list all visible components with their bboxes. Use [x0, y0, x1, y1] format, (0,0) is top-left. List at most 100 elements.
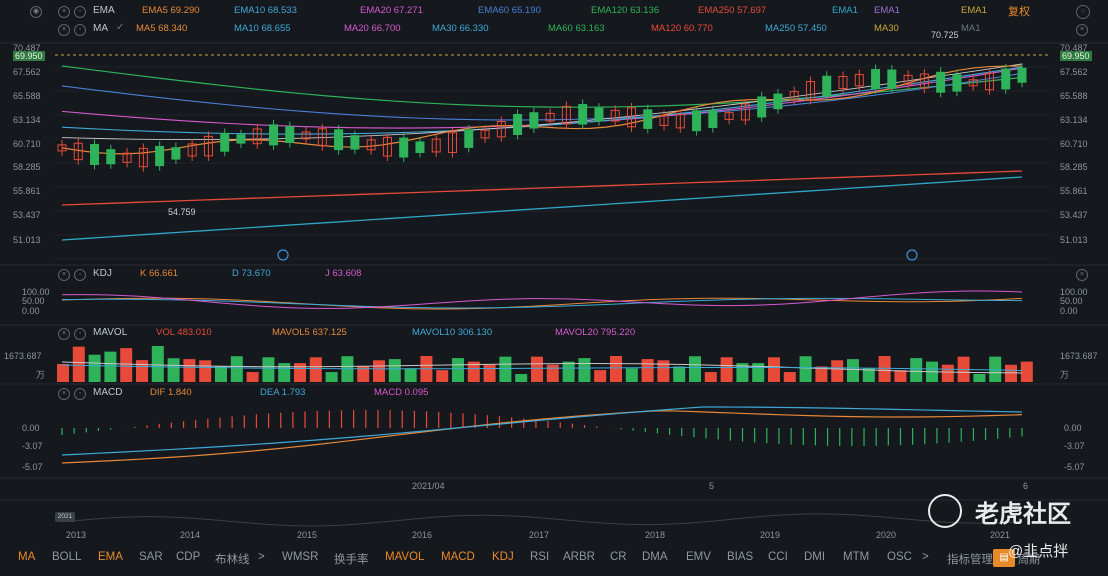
candle-body [480, 129, 490, 139]
close-kdj-panel-icon[interactable]: × [1076, 269, 1088, 281]
indicator-tab[interactable]: DMI [804, 551, 826, 563]
candle-body [838, 75, 848, 89]
volume-top-tick-left: 1673.687 [4, 351, 42, 361]
indicator-tab[interactable]: > [922, 551, 929, 563]
close-macd-icon[interactable]: × [58, 388, 70, 400]
candle-body [496, 121, 506, 138]
indicator-tab[interactable]: CDP [176, 551, 201, 563]
close-kdj-icon[interactable]: × [58, 269, 70, 281]
volume-bar [104, 351, 117, 382]
year-label: 2017 [529, 530, 550, 540]
ema-legend-item: EMA1 [832, 5, 858, 16]
volume-unit-right: 万 [1060, 370, 1070, 380]
ema-legend-item: EMA60 65.190 [478, 5, 541, 16]
hide-macd-icon[interactable]: ◦ [74, 388, 86, 400]
ema-legend-item: EMA120 63.136 [591, 5, 660, 16]
candle-body [952, 74, 962, 92]
mavol-indicator-name[interactable]: MAVOL [93, 327, 128, 338]
volume-bar [404, 368, 417, 382]
volume-unit-left: 万 [36, 370, 46, 380]
indicator-tab[interactable]: SAR [139, 551, 163, 563]
period-tab-icon[interactable]: ▤ [993, 549, 1015, 567]
candle-body [382, 136, 392, 157]
candle-body [659, 115, 669, 126]
range-handle[interactable]: 2021 [55, 512, 75, 522]
volume-bar [720, 357, 733, 382]
ema60-line [61, 72, 1023, 121]
close-mavol-icon[interactable]: × [58, 328, 70, 340]
indicator-tab[interactable]: OSC [887, 551, 912, 563]
indicator-tab[interactable]: BIAS [727, 551, 754, 563]
volume-bar [910, 358, 923, 382]
indicator-tab[interactable]: BOLL [52, 551, 82, 563]
indicator-tab[interactable]: MACD [441, 551, 475, 563]
volume-bar [388, 359, 401, 382]
ema-legend-item: EMA20 67.271 [360, 5, 423, 16]
candle-body [626, 107, 636, 128]
settings-icon[interactable]: ◉ [30, 6, 42, 18]
close-ema-icon[interactable]: × [58, 6, 70, 18]
mavol20-value: MAVOL20 795.220 [555, 327, 636, 338]
volume-bar [768, 357, 780, 382]
volume-bar [610, 356, 622, 382]
volume-bar [483, 364, 496, 382]
close-ma-icon[interactable]: × [58, 24, 70, 36]
candle-body [301, 131, 311, 140]
volume-bar [941, 364, 954, 382]
kdj-right-tick: 0.00 [1060, 306, 1078, 316]
indicator-tab[interactable]: > [258, 551, 265, 563]
indicator-tab[interactable]: 换手率 [334, 554, 369, 566]
hide-kdj-icon[interactable]: ◦ [74, 269, 86, 281]
indicator-tab[interactable]: MAVOL [385, 551, 425, 563]
hide-ema-icon[interactable]: ◦ [74, 6, 86, 18]
event-marker-icon [277, 249, 289, 261]
macd-dea-line [61, 406, 1023, 456]
macd-indicator-name[interactable]: MACD [93, 387, 123, 398]
volume-bar [546, 364, 559, 382]
volume-bar [436, 370, 449, 382]
ema-indicator-name[interactable]: EMA [93, 5, 115, 16]
year-label: 2013 [66, 530, 87, 540]
kdj-d-line [61, 297, 1023, 309]
indicator-tab[interactable]: RSI [530, 551, 550, 563]
indicator-tab[interactable]: KDJ [492, 551, 514, 563]
indicator-tab[interactable]: MTM [843, 551, 870, 563]
indicator-tab[interactable]: WMSR [282, 551, 319, 563]
candle-body [789, 91, 799, 101]
indicator-tab[interactable]: CCI [768, 551, 788, 563]
macd-value: MACD 0.095 [374, 387, 429, 398]
adjust-mode-button[interactable]: 复权 [1008, 6, 1030, 18]
year-label: 2014 [180, 530, 201, 540]
indicator-tab[interactable]: DMA [642, 551, 668, 563]
indicator-tab[interactable]: 指标管理 [947, 554, 993, 566]
candle-body [1001, 68, 1011, 90]
volume-bar [799, 356, 812, 382]
close-panel-icon[interactable]: × [1076, 24, 1088, 36]
kdj-indicator-name[interactable]: KDJ [93, 268, 112, 279]
candle-body [984, 72, 994, 91]
period-tab[interactable]: 周期 [1018, 554, 1040, 566]
year-label: 2020 [876, 530, 897, 540]
kdj-right-tick: 100.00 [1060, 287, 1088, 297]
candle-body [919, 73, 929, 89]
hide-ma-icon[interactable]: ◦ [74, 24, 86, 36]
volume-bar [689, 356, 701, 382]
search-icon[interactable]: ○ [1076, 5, 1090, 19]
ma-indicator-name[interactable]: MA [93, 23, 108, 34]
indicator-tab[interactable]: EMV [686, 551, 711, 563]
indicator-tab[interactable]: CR [610, 551, 627, 563]
indicator-tab[interactable]: EMA [98, 551, 123, 563]
year-label: 2016 [412, 530, 433, 540]
hide-mavol-icon[interactable]: ◦ [74, 328, 86, 340]
indicator-tab[interactable]: MA [18, 551, 36, 563]
candle-body [643, 109, 653, 129]
indicator-tab[interactable]: ARBR [563, 551, 595, 563]
price-right-tick: 65.588 [1060, 91, 1088, 101]
indicator-tab[interactable]: 布林线 [215, 554, 250, 566]
volume-bar [831, 360, 844, 382]
time-label-2: 5 [709, 481, 715, 491]
price-left-tick: 63.134 [13, 115, 41, 125]
volume-bar [309, 357, 322, 382]
candle-body [431, 138, 441, 153]
